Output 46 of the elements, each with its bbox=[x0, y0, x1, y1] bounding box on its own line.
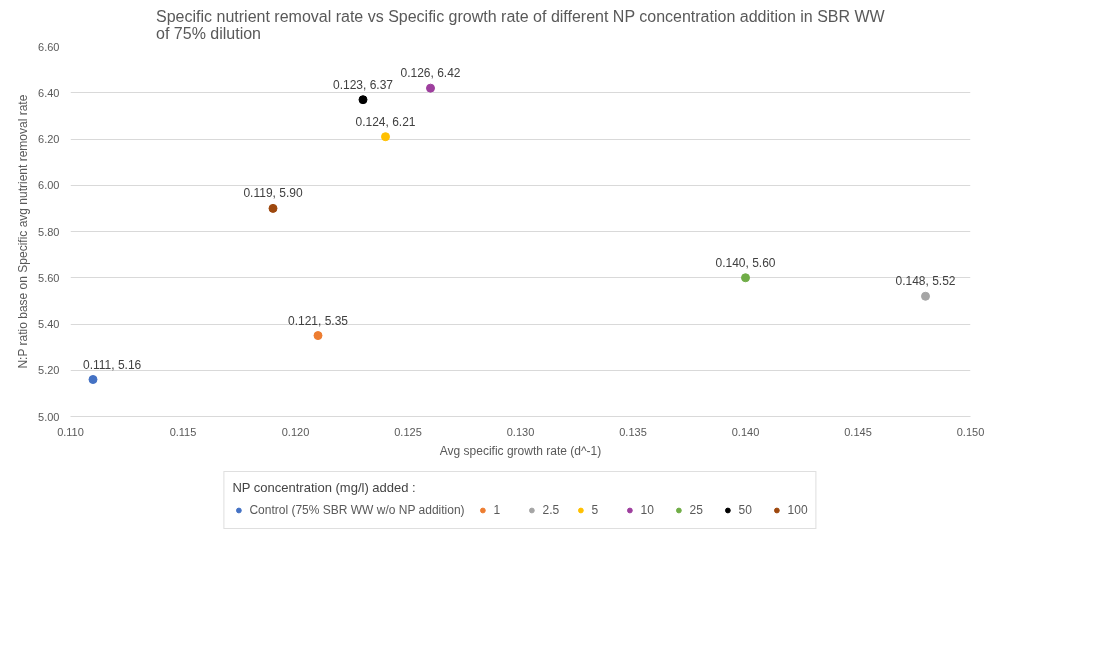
legend-label: 1 bbox=[493, 503, 502, 517]
x-tick-label: 0.150 bbox=[956, 425, 985, 438]
legend-label: 5 bbox=[591, 503, 600, 517]
y-tick-label: 5.40 bbox=[38, 318, 60, 330]
point bbox=[313, 331, 323, 341]
point bbox=[426, 83, 435, 93]
x-tick-label: 0.130 bbox=[506, 425, 535, 438]
data-label: 0.140, 5.60 bbox=[715, 255, 776, 270]
data-label: 0.126, 6.42 bbox=[400, 66, 461, 81]
legend-label: 50 bbox=[738, 503, 753, 517]
legend-label: 2.5 bbox=[542, 503, 561, 517]
data-label: 0.148, 5.52 bbox=[895, 274, 956, 289]
x-axis-title: Avg specific growth rate (d^-1) bbox=[439, 443, 602, 458]
legend-label: 10 bbox=[640, 503, 655, 517]
y-tick-label: 5.00 bbox=[38, 410, 60, 423]
data-label: 0.123, 6.37 bbox=[332, 77, 394, 92]
point bbox=[381, 132, 390, 142]
y-tick-label: 6.00 bbox=[38, 179, 60, 192]
x-tick-label: 0.110 bbox=[57, 425, 84, 438]
data-label: 0.121, 5.35 bbox=[287, 313, 349, 328]
point bbox=[268, 203, 278, 213]
y-tick-label: 6.40 bbox=[38, 86, 60, 99]
y-tick-label: 5.60 bbox=[38, 271, 60, 284]
x-tick-label: 0.115 bbox=[169, 425, 197, 438]
data-label: 0.124, 6.21 bbox=[355, 114, 416, 129]
x-tick-label: 0.145 bbox=[844, 425, 872, 438]
y-tick-label: 6.60 bbox=[38, 40, 60, 53]
x-tick-label: 0.120 bbox=[281, 425, 310, 438]
point bbox=[741, 273, 750, 283]
chart-title: Specific nutrient removal rate vs Specific growth rate of different NP concentration addition in SBR WW of 75% dilution bbox=[156, 7, 886, 42]
y-tick-label: 6.20 bbox=[38, 133, 60, 145]
x-tick-label: 0.125 bbox=[394, 425, 422, 438]
y-tick-label: 5.80 bbox=[38, 225, 60, 238]
legend-label: 100 bbox=[787, 503, 808, 517]
y-tick-label: 5.20 bbox=[38, 364, 60, 377]
x-tick-label: 0.140 bbox=[731, 425, 760, 438]
data-label: 0.111, 5.16 bbox=[83, 357, 142, 372]
y-axis-title: N:P ratio base on Specific avg nutrient removal rate bbox=[16, 94, 31, 369]
legend-label: Control (75% SBR WW w/o NP addition) bbox=[249, 503, 465, 517]
point bbox=[358, 95, 368, 105]
legend-label: 25 bbox=[689, 503, 704, 517]
point bbox=[88, 375, 98, 384]
point bbox=[921, 291, 930, 301]
data-label: 0.119, 5.90 bbox=[243, 186, 303, 201]
legend-title: NP concentration (mg/l) added : bbox=[232, 480, 417, 495]
x-tick-label: 0.135 bbox=[619, 425, 647, 438]
